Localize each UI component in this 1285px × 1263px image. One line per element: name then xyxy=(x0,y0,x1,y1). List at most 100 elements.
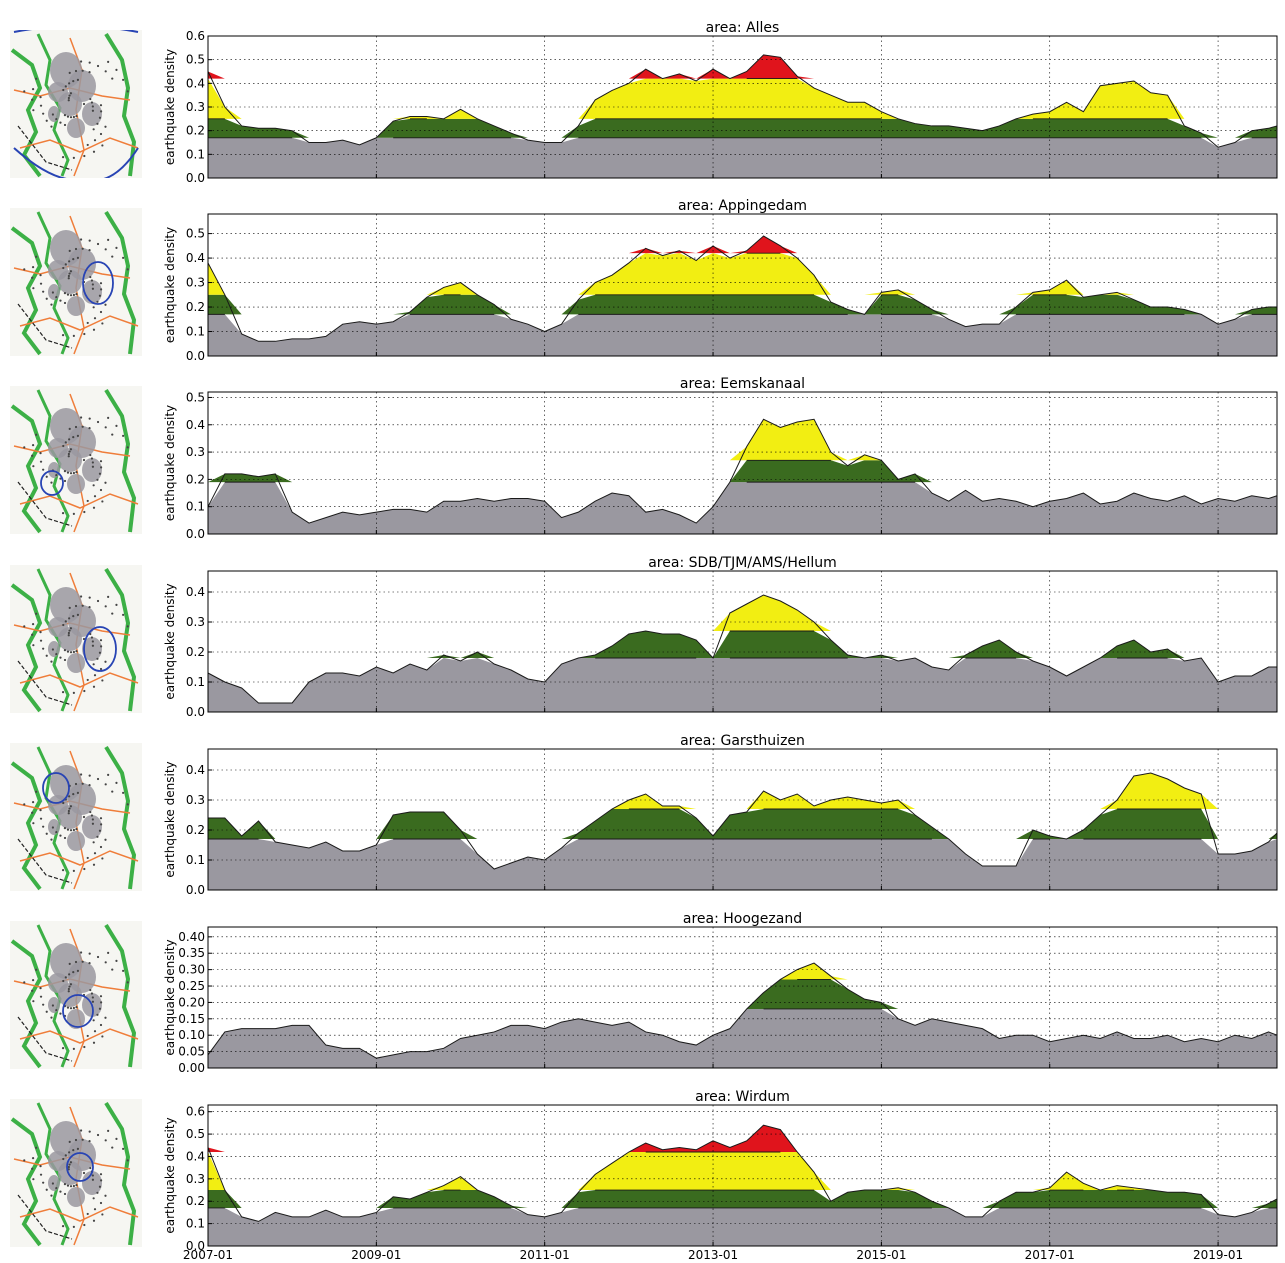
density-area-base xyxy=(208,839,1277,890)
earthquake-dot xyxy=(39,631,42,634)
earthquake-dot xyxy=(59,299,62,302)
earthquake-dot xyxy=(72,79,75,83)
earthquake-dot xyxy=(92,128,95,131)
earthquake-dot xyxy=(45,832,48,835)
selected-area-outline xyxy=(62,994,94,1028)
earthquake-dot xyxy=(31,276,34,279)
earthquake-dot xyxy=(68,973,71,976)
earthquake-dot xyxy=(55,1009,58,1012)
earthquake-dot xyxy=(35,77,38,80)
density-area-yellow xyxy=(208,773,1277,809)
earthquake-dot xyxy=(83,510,86,514)
density-area-green xyxy=(208,118,1277,138)
earthquake-dot xyxy=(31,454,34,457)
x-tick-label: 2019-01 xyxy=(1193,1248,1243,1262)
earthquake-dot xyxy=(72,334,75,337)
chart-title: area: SDB/TJM/AMS/Hellum xyxy=(648,555,837,571)
earthquake-dot xyxy=(51,291,55,294)
earthquake-dot xyxy=(39,274,42,277)
earthquake-dot xyxy=(50,481,53,484)
earthquake-dot xyxy=(31,1157,35,1160)
earthquake-dot xyxy=(88,1139,91,1143)
earthquake-dot xyxy=(51,826,55,829)
earthquake-dot xyxy=(72,792,75,796)
density-area-yellow xyxy=(208,419,1277,461)
y-tick-label: 0.10 xyxy=(178,1028,205,1042)
earthquake-dot xyxy=(88,774,91,777)
earthquake-dot xyxy=(39,995,43,998)
earthquake-dot xyxy=(88,426,91,430)
map-boundary-line xyxy=(19,850,139,866)
earthquake-dot xyxy=(107,1129,110,1132)
earthquake-dot xyxy=(66,115,70,118)
y-tick-label: 0.1 xyxy=(186,1217,205,1231)
earthquake-dot xyxy=(96,242,100,246)
y-tick-label: 0.1 xyxy=(186,147,205,161)
chart-panel: area: Garsthuizen 0.0 0.1 0.2 0.3 0.4 earthqua… xyxy=(163,733,1278,897)
earthquake-dot xyxy=(99,845,103,849)
earthquake-dot xyxy=(92,1019,95,1022)
density-area-yellow xyxy=(208,78,1277,119)
earthquake-dot xyxy=(107,60,110,63)
earthquake-dot xyxy=(59,121,62,124)
earthquake-dot xyxy=(126,981,129,984)
selected-area-outline xyxy=(40,470,64,496)
earthquake-dot xyxy=(72,691,75,694)
earthquake-dot xyxy=(83,1045,86,1049)
earthquake-dot xyxy=(63,658,67,662)
density-area-red xyxy=(208,54,1277,79)
earthquake-dot xyxy=(39,96,42,99)
earthquake-dot xyxy=(67,990,70,993)
earthquake-dot xyxy=(111,1146,114,1149)
density-line xyxy=(208,235,1277,342)
earthquake-dot xyxy=(104,1139,107,1142)
earthquake-dot xyxy=(107,595,110,598)
y-tick-label: 0.3 xyxy=(186,793,205,807)
earthquake-dot xyxy=(69,1007,73,1010)
earthquake-dot xyxy=(74,247,78,251)
y-tick-label: 0.1 xyxy=(186,325,205,339)
y-tick-label: 0.3 xyxy=(186,276,205,290)
earthquake-dot xyxy=(122,256,125,259)
earthquake-dot xyxy=(68,985,71,988)
selected-area-outline xyxy=(42,772,70,804)
earthquake-dot xyxy=(92,1197,95,1200)
y-tick-label: 0.20 xyxy=(178,995,205,1009)
earthquake-dot xyxy=(51,113,55,116)
earthquake-dot xyxy=(72,115,76,119)
density-area-base xyxy=(208,314,1277,356)
earthquake-dot xyxy=(75,1183,78,1187)
earthquake-dot xyxy=(74,425,78,429)
earthquake-dot xyxy=(39,817,43,820)
earthquake-dot xyxy=(96,478,99,481)
earthquake-dot xyxy=(111,433,114,436)
earthquake-dot xyxy=(89,1166,92,1170)
earthquake-dot xyxy=(88,248,91,252)
chart-title: area: Hoogezand xyxy=(683,911,802,927)
earthquake-dot xyxy=(81,1138,84,1141)
chart-panel: area: SDB/TJM/AMS/Hellum 0.0 0.1 0.2 0.3 0.4 e… xyxy=(163,555,1278,719)
gas-field-blob xyxy=(67,1187,85,1207)
earthquake-dot xyxy=(35,433,38,436)
y-axis-label: earthquake density xyxy=(163,1117,177,1233)
y-tick-label: 0.6 xyxy=(186,29,205,43)
earthquake-dot xyxy=(115,603,118,606)
map-border-line xyxy=(17,660,73,706)
earthquake-dot xyxy=(122,434,125,437)
y-tick-label: 0.2 xyxy=(186,472,205,486)
earthquake-dot xyxy=(66,293,70,296)
earthquake-dot xyxy=(82,102,86,106)
map-boundary-line xyxy=(19,672,139,688)
earthquake-dot xyxy=(39,104,43,107)
earthquake-dot xyxy=(67,987,70,991)
selected-area-outline xyxy=(103,147,139,178)
earthquake-dot xyxy=(61,869,65,872)
x-tick-label: 2009-01 xyxy=(351,1248,401,1262)
density-area-base xyxy=(208,658,1277,712)
earthquake-dot xyxy=(72,257,75,261)
earthquake-dot xyxy=(96,599,100,603)
earthquake-dot xyxy=(126,446,129,449)
area-map-thumbnail-sdb-tjm-ams-hellum xyxy=(10,565,142,713)
earthquake-dot xyxy=(90,992,94,995)
earthquake-dot xyxy=(111,790,114,793)
